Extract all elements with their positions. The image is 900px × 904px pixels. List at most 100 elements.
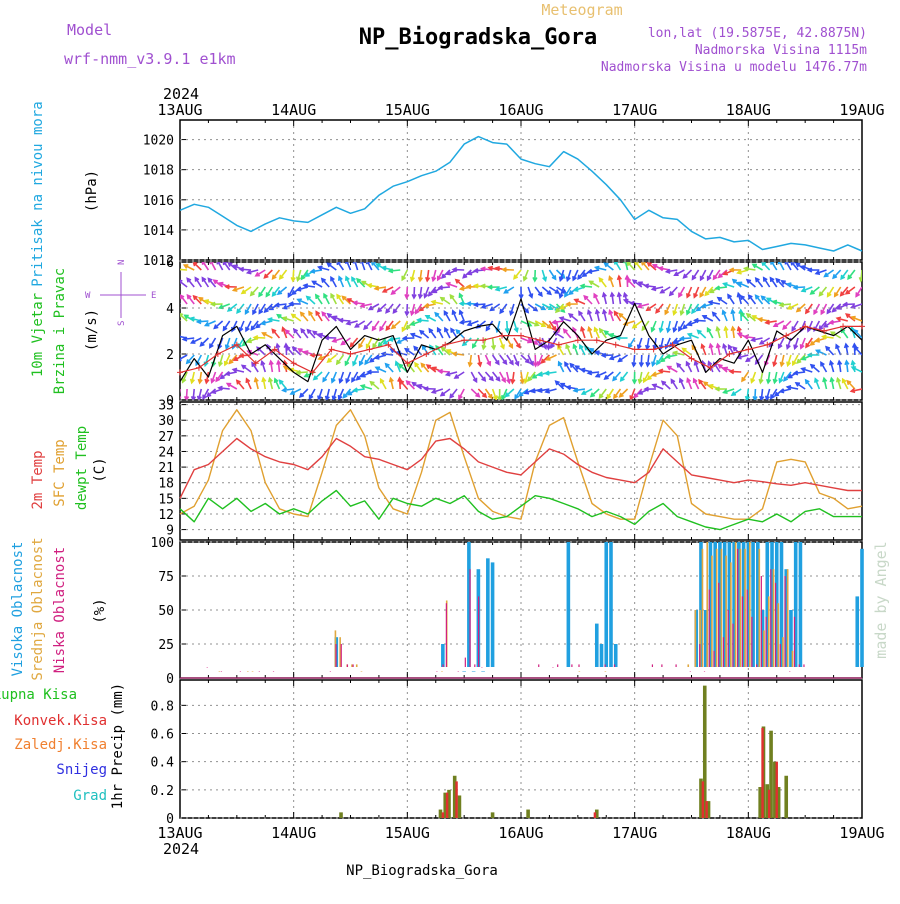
precip-conv-bar [594,812,596,818]
wind-ylabel-sub: Brzina i Pravac [52,268,68,394]
x-tick-label-top: 16AUG [498,101,543,119]
cloud-mid-ylabel: Srednja Oblacnost [30,537,46,680]
precip-conv-bar [761,728,763,818]
cloud-low-bar [704,671,705,672]
cloud-tick-label: 50 [158,604,174,619]
meteogram-label: Meteogram [541,1,622,19]
legend-total-rain: Ukupna Kisa [0,687,77,703]
cloud-low-bar [747,590,748,667]
cloud-mid-bar [721,549,723,667]
cloud-low-bar [604,664,605,667]
cloud-mid-bar [782,637,784,667]
gust-marker [613,342,619,348]
year-bottom: 2024 [163,840,199,858]
cloud-low-ylabel: Niska Oblacnost [52,547,68,673]
pressure-tick-label: 1016 [143,194,174,209]
legend-frozen-rain: Zaledj.Kisa [14,737,107,753]
cloud-mid-bar [695,610,697,667]
cloud-tick-label: 75 [158,570,174,585]
cloud-high-ylabel: Visoka Oblacnost [10,542,26,677]
gust-marker [423,351,429,357]
panel-0 [180,120,862,260]
gust-marker [632,346,638,352]
cloud-mid-bar [247,671,249,672]
temp-tick-label: 18 [158,477,174,492]
cloud-low-bar [330,671,331,672]
cloud-low-bar [713,651,714,667]
precip-total-bar [526,810,530,818]
x-tick-label-bottom: 13AUG [157,824,202,842]
wind-arrowhead [176,268,180,272]
cloud-low-bar [709,590,710,667]
cloud-low-bar [273,671,274,672]
wind-arrowhead [170,333,174,336]
cloud-low-bar [341,644,342,667]
temp-tick-label: 12 [158,508,174,523]
precip-conv-bar [702,781,704,818]
cloud-mid-bar [219,671,221,672]
wind-tick-label: 6 [166,256,174,271]
cloud-low-bar [732,624,733,667]
precip-total-bar [491,812,495,818]
cloud-low-bar [799,664,800,667]
cloud-mid-bar [579,671,581,672]
precip-tick-label: 0.2 [151,784,174,799]
cloud-low-bar [756,664,757,667]
wind-arrows [169,259,863,400]
cloud-mid-bar [361,671,363,672]
precip-conv-bar [446,793,448,818]
wind-ylabel: 10m Vjetar [30,293,46,377]
temp-tick-label: 21 [158,461,174,476]
x-tick-label-bottom: 18AUG [726,824,771,842]
cloud-low-bar [614,664,615,667]
pressure-unit: (hPa) [84,170,100,212]
cloud-low-bar [481,667,482,668]
wind-tick-label: 2 [166,348,174,363]
station-altitude: Nadmorska Visina 1115m [695,43,867,58]
model-altitude: Nadmorska Visina u modelu 1476.77m [601,60,867,75]
cloud-low-bar [578,664,579,667]
cloud-high-bar [600,644,604,667]
precip-total-bar [458,795,462,818]
cloud-high-bar [595,624,599,667]
x-tick-label-top: 15AUG [385,101,430,119]
cloud-mid-bar [711,556,713,667]
precip-total-bar [784,776,788,818]
wind-arrow [361,260,365,270]
gust-marker [518,333,524,339]
cloud-low-bar [207,667,208,668]
precip-conv-bar [442,812,444,818]
cloud-low-bar [728,610,729,667]
wind-arrow [176,269,187,270]
precip-total-bar [339,812,343,818]
cloud-high-bar [491,562,495,667]
compass-south: S [117,321,127,326]
cloud-low-bar [718,583,719,667]
cloud-low-bar [770,569,771,667]
gust-marker [348,351,354,357]
cloud-mid-bar [749,542,751,667]
cloud-low-bar [478,596,479,667]
cloud-low-bar [436,671,437,672]
cloud-high-bar [472,671,476,672]
cloud-low-bar [761,576,762,667]
cloud-low-bar [469,569,470,667]
gust-marker [783,333,789,339]
precip-tick-label: 0.8 [151,699,174,714]
cloud-mid-bar [441,671,443,672]
x-tick-label-bottom: 14AUG [271,824,316,842]
pressure-tick-label: 1014 [143,224,174,239]
precip-unit: 1hr Precip (mm) [110,683,126,809]
cloud-low-bar [784,576,785,667]
model-label: Model [67,21,112,39]
cloud-high-bar [799,542,803,667]
cloud-low-bar [538,664,539,667]
precip-tick-label: 0.6 [151,728,174,743]
cloud-low-bar [335,644,336,667]
wind-arrow [354,260,357,270]
precip-conv-bar [455,781,457,818]
precip-tick-label: 0.4 [151,756,175,771]
pressure-tick-label: 1018 [143,164,174,179]
x-tick-label-top: 18AUG [726,101,771,119]
